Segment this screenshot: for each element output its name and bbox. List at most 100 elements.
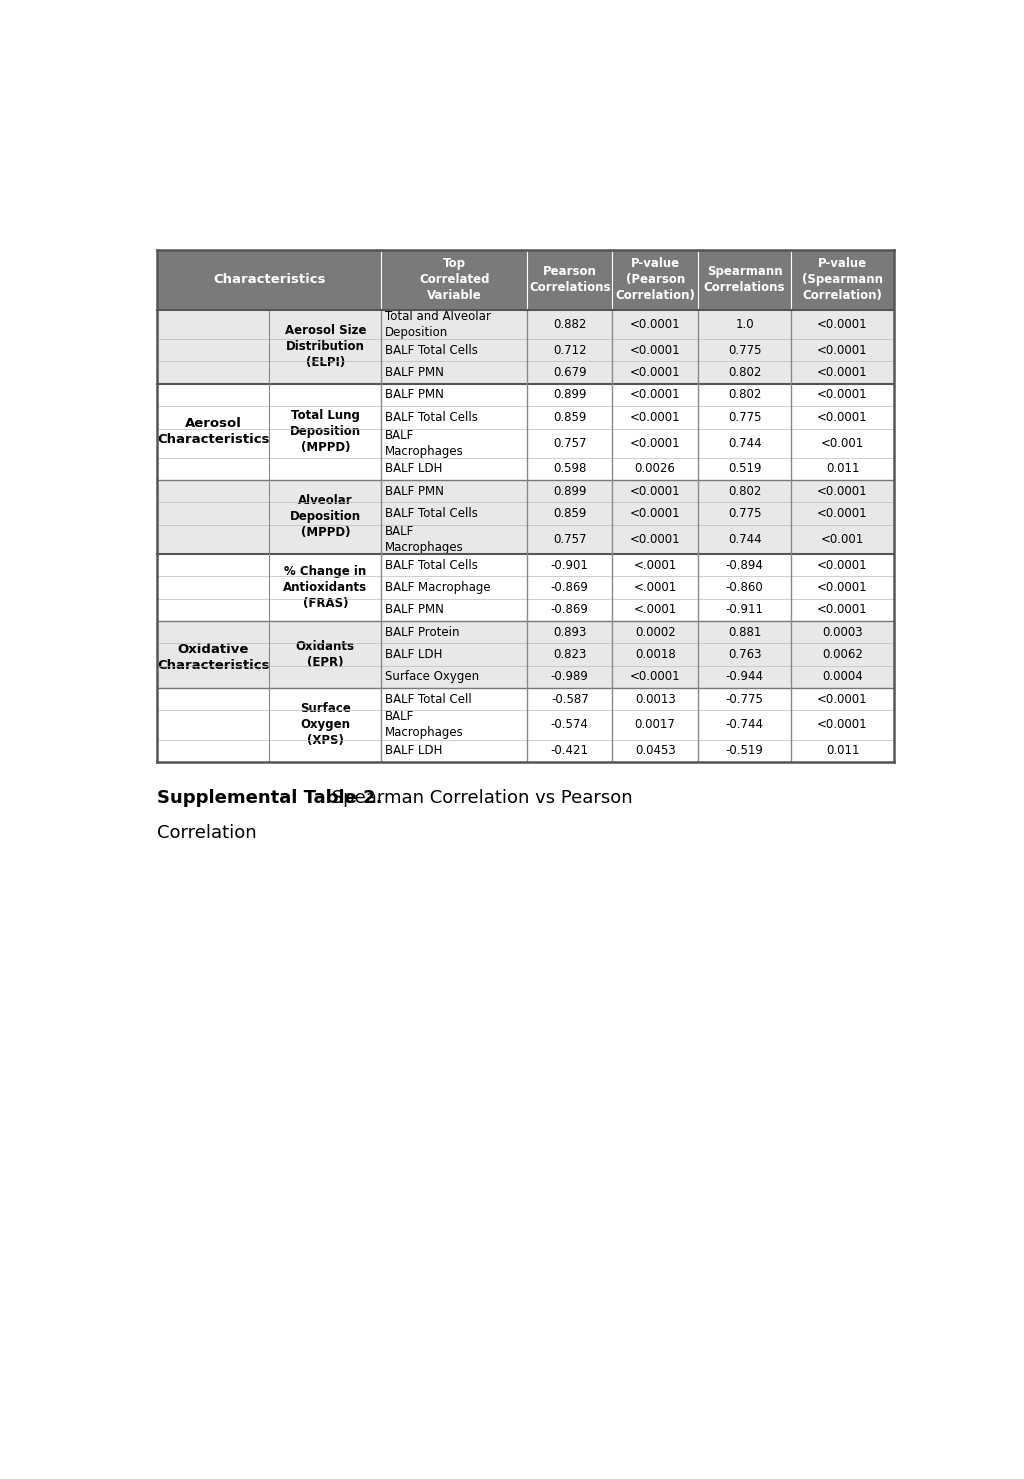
Bar [158,481,894,503]
Text: Correlation: Correlation [158,824,257,842]
Bar [158,457,894,481]
Text: Aerosol Size
Distribution
(ELPI): Aerosol Size Distribution (ELPI) [285,324,366,370]
Text: 0.744: 0.744 [728,436,762,450]
Text: Spearmann
Correlations: Spearmann Correlations [703,265,785,294]
Text: 0.0004: 0.0004 [822,670,863,683]
Text: 0.859: 0.859 [553,411,587,424]
Text: 0.0453: 0.0453 [635,744,676,757]
Text: <0.0001: <0.0001 [630,670,681,683]
Text: 0.775: 0.775 [728,507,762,521]
Text: -0.775: -0.775 [726,692,764,705]
Text: <0.0001: <0.0001 [817,367,868,379]
Text: <0.0001: <0.0001 [817,581,868,595]
Bar [158,311,894,339]
Text: 0.0062: 0.0062 [822,648,863,661]
Text: -0.989: -0.989 [551,670,589,683]
Text: 0.757: 0.757 [553,436,587,450]
Text: 0.775: 0.775 [728,343,762,356]
Bar [158,577,894,599]
Text: 0.519: 0.519 [728,463,762,475]
Bar [158,740,894,762]
Text: BALF Total Cells: BALF Total Cells [385,507,478,521]
Text: <0.0001: <0.0001 [630,532,681,546]
Text: P-value
(Pearson
Correlation): P-value (Pearson Correlation) [615,257,695,302]
Text: BALF
Macrophages: BALF Macrophages [385,710,464,740]
Text: BALF
Macrophages: BALF Macrophages [385,429,464,457]
Text: <0.0001: <0.0001 [630,507,681,521]
Text: % Change in
Antioxidants
(FRAS): % Change in Antioxidants (FRAS) [284,565,368,609]
Text: BALF PMN: BALF PMN [385,367,444,379]
Text: BALF PMN: BALF PMN [385,485,444,498]
Text: BALF Total Cells: BALF Total Cells [385,411,478,424]
Text: -0.894: -0.894 [726,559,764,571]
Text: <.0001: <.0001 [634,581,677,595]
Text: P-value
(Spearmann
Correlation): P-value (Spearmann Correlation) [802,257,883,302]
Text: -0.944: -0.944 [726,670,764,683]
Bar [158,503,894,525]
Text: BALF Total Cells: BALF Total Cells [385,343,478,356]
Text: Characteristics: Characteristics [213,274,326,287]
Text: -0.574: -0.574 [551,719,589,732]
Text: Oxidative
Characteristics: Oxidative Characteristics [157,643,269,673]
Text: 0.0002: 0.0002 [635,626,676,639]
Text: <0.0001: <0.0001 [817,603,868,617]
Text: 1.0: 1.0 [735,318,754,331]
Text: Surface Oxygen: Surface Oxygen [385,670,479,683]
Text: -0.744: -0.744 [726,719,764,732]
Bar [158,666,894,688]
Text: <0.0001: <0.0001 [817,485,868,498]
Text: 0.011: 0.011 [825,744,859,757]
Text: 0.0003: 0.0003 [822,626,863,639]
Text: <0.0001: <0.0001 [630,343,681,356]
Bar [158,250,894,311]
Text: <0.0001: <0.0001 [630,436,681,450]
Text: 0.802: 0.802 [728,389,761,401]
Text: BALF LDH: BALF LDH [385,463,442,475]
Text: 0.679: 0.679 [553,367,587,379]
Text: <0.0001: <0.0001 [817,343,868,356]
Text: Aerosol
Characteristics: Aerosol Characteristics [157,417,269,447]
Text: <0.0001: <0.0001 [630,367,681,379]
Text: Oxidants
(EPR): Oxidants (EPR) [296,640,354,669]
Text: BALF Total Cells: BALF Total Cells [385,559,478,571]
Bar [158,599,894,621]
Text: -0.869: -0.869 [551,603,589,617]
Text: 0.744: 0.744 [728,532,762,546]
Text: BALF Macrophage: BALF Macrophage [385,581,490,595]
Bar [158,621,894,643]
Text: -0.901: -0.901 [551,559,589,571]
Text: 0.859: 0.859 [553,507,587,521]
Text: <0.0001: <0.0001 [817,389,868,401]
Text: -0.860: -0.860 [726,581,764,595]
Text: Surface
Oxygen
(XPS): Surface Oxygen (XPS) [300,703,351,747]
Text: <0.0001: <0.0001 [630,485,681,498]
Text: -0.869: -0.869 [551,581,589,595]
Text: 0.775: 0.775 [728,411,762,424]
Text: 0.0026: 0.0026 [635,463,676,475]
Text: 0.823: 0.823 [553,648,587,661]
Text: <0.001: <0.001 [821,436,864,450]
Bar [158,339,894,361]
Text: 0.802: 0.802 [728,485,761,498]
Text: <0.001: <0.001 [821,532,864,546]
Text: 0.882: 0.882 [553,318,587,331]
Text: BALF
Macrophages: BALF Macrophages [385,525,464,553]
Text: BALF Total Cell: BALF Total Cell [385,692,472,705]
Bar [158,643,894,666]
Bar [158,553,894,577]
Text: <0.0001: <0.0001 [630,318,681,331]
Text: <0.0001: <0.0001 [817,692,868,705]
Bar [158,429,894,457]
Text: -0.587: -0.587 [551,692,589,705]
Text: <.0001: <.0001 [634,559,677,571]
Text: BALF PMN: BALF PMN [385,389,444,401]
Text: Spearman Correlation vs Pearson: Spearman Correlation vs Pearson [327,788,633,808]
Text: -0.911: -0.911 [726,603,764,617]
Text: 0.881: 0.881 [728,626,761,639]
Text: 0.712: 0.712 [553,343,587,356]
Bar [158,525,894,553]
Text: BALF LDH: BALF LDH [385,744,442,757]
Text: -0.421: -0.421 [551,744,589,757]
Text: <0.0001: <0.0001 [630,389,681,401]
Text: Alveolar
Deposition
(MPPD): Alveolar Deposition (MPPD) [290,494,360,540]
